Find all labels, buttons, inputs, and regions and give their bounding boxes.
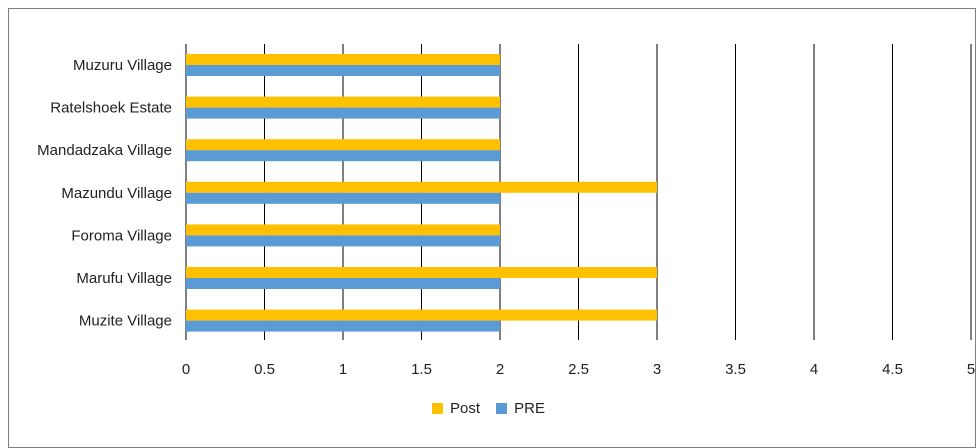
x-tick-label: 3 [653, 361, 661, 378]
legend-item-post: Post [431, 400, 480, 417]
legend: Post PRE [0, 400, 977, 418]
legend-label-post: Post [449, 400, 480, 417]
bar-pre [186, 278, 500, 289]
legend-swatch-pre [496, 403, 508, 414]
category-label: Marufu Village [76, 270, 172, 287]
bar-post [186, 181, 657, 193]
bar-post [186, 54, 500, 65]
category-label: Mandadzaka Village [37, 142, 172, 159]
x-tick-label: 2 [496, 361, 504, 378]
x-tick-label: 5 [967, 361, 975, 378]
category-label: Muzuru Village [73, 57, 172, 74]
bar-post [186, 224, 500, 236]
legend-swatch-post [431, 403, 443, 414]
category-label: Ratelshoek Estate [50, 100, 172, 117]
bar-post [186, 309, 657, 321]
x-tick-labels: 0 0.5 1 1.5 2 2.5 3 3.5 4 4.5 5 [182, 361, 975, 378]
category-label: Mazundu Village [61, 185, 172, 202]
bar-post [186, 267, 657, 278]
legend-item-pre: PRE [496, 400, 545, 417]
x-tick-label: 4 [810, 361, 818, 378]
x-tick-label: 4.5 [882, 361, 903, 378]
bar-pre [186, 107, 500, 119]
bar-post [186, 139, 500, 151]
bar-pre [186, 192, 500, 204]
x-tick-label: 3.5 [725, 361, 746, 378]
legend-label-pre: PRE [514, 400, 546, 417]
bars [186, 54, 657, 332]
bar-pre [186, 235, 500, 247]
x-tick-label: 2.5 [568, 361, 589, 378]
bar-chart: Muzuru Village Ratelshoek Estate Mandadzak… [37, 44, 975, 378]
x-tick-label: 1 [339, 361, 347, 378]
bar-pre [186, 150, 500, 162]
category-label: Muzite Village [79, 313, 172, 330]
x-tick-label: 0 [182, 361, 190, 378]
bar-pre [186, 320, 500, 332]
bar-pre [186, 65, 500, 76]
x-tick-label: 0.5 [254, 361, 275, 378]
bar-post [186, 96, 500, 108]
category-labels: Muzuru Village Ratelshoek Estate Mandadzak… [37, 57, 172, 330]
category-label: Foroma Village [71, 227, 172, 244]
x-tick-label: 1.5 [411, 361, 432, 378]
gridlines [185, 44, 972, 340]
